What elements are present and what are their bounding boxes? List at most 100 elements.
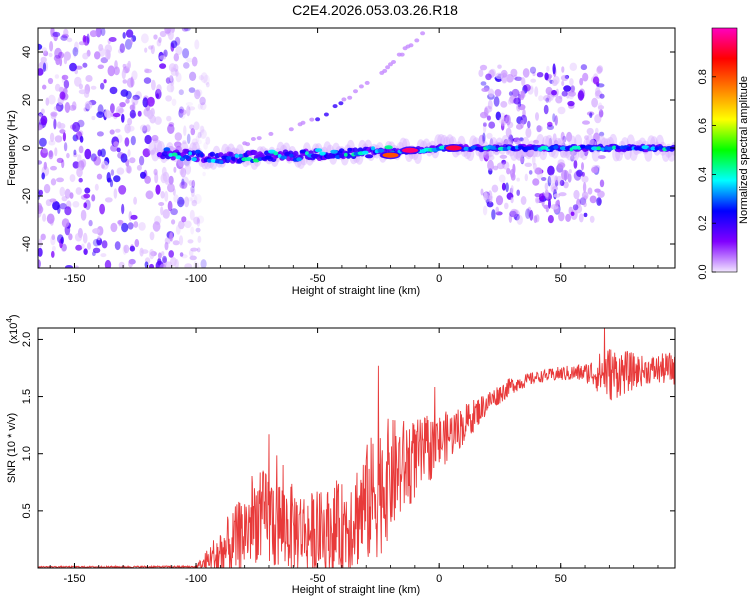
heatmap-blob xyxy=(38,68,44,76)
heatmap-blob xyxy=(596,83,605,88)
heatmap-blob xyxy=(61,74,69,80)
y-tick-label: 2.0 xyxy=(21,332,33,347)
heatmap-blob xyxy=(210,158,217,163)
heatmap-blob xyxy=(92,247,101,254)
heatmap-blob xyxy=(555,200,559,207)
colorbar-tick-label: 0.4 xyxy=(697,167,709,182)
heatmap-blob xyxy=(536,72,544,78)
heatmap-blob xyxy=(502,146,508,151)
heatmap-blob xyxy=(480,188,484,196)
heatmap-blob xyxy=(73,149,77,156)
heatmap-blob xyxy=(482,123,487,133)
heatmap-blob xyxy=(589,112,593,118)
heatmap-blob xyxy=(153,168,158,176)
heatmap-blob xyxy=(178,106,185,114)
heatmap-blob xyxy=(89,30,98,38)
heatmap-blob xyxy=(548,198,551,209)
heatmap-blob xyxy=(534,86,539,97)
heatmap-blob xyxy=(391,60,396,64)
heatmap-blob xyxy=(402,147,418,153)
heatmap-blob xyxy=(58,123,66,129)
heatmap-blob xyxy=(572,204,579,211)
heatmap-blob xyxy=(134,239,140,248)
heatmap-blob xyxy=(161,251,165,256)
y-tick-label: -20 xyxy=(21,188,33,204)
heatmap-blob xyxy=(157,141,165,155)
heatmap-blob xyxy=(92,251,96,257)
heatmap-blob xyxy=(598,109,604,118)
heatmap-blob xyxy=(174,132,182,141)
heatmap-blob xyxy=(196,247,201,253)
heatmap-blob xyxy=(284,151,291,156)
heatmap-blob xyxy=(170,81,174,93)
heatmap-blob xyxy=(535,112,539,121)
heatmap-blob xyxy=(170,208,178,216)
heatmap-blob xyxy=(551,89,557,96)
heatmap-blob xyxy=(130,135,136,146)
heatmap-blob xyxy=(43,50,49,57)
heatmap-blob xyxy=(62,132,66,142)
heatmap-blob xyxy=(58,51,65,59)
heatmap-blob xyxy=(228,151,234,157)
heatmap-blob xyxy=(148,45,154,50)
heatmap-blob xyxy=(128,258,136,265)
heatmap-blob xyxy=(125,90,132,100)
heatmap-blob xyxy=(489,68,496,77)
heatmap-blob xyxy=(124,137,130,147)
heatmap-blob xyxy=(60,35,68,41)
heatmap-blob xyxy=(100,28,106,36)
heatmap-blob xyxy=(52,245,56,252)
heatmap-blob xyxy=(45,97,50,106)
heatmap-blob xyxy=(488,195,493,204)
heatmap-blob xyxy=(332,104,338,109)
heatmap-blob xyxy=(587,187,593,195)
heatmap-blob xyxy=(520,157,525,164)
heatmap-blob xyxy=(596,197,602,206)
heatmap-blob xyxy=(75,244,83,251)
heatmap-blob xyxy=(515,150,523,161)
heatmap-blob xyxy=(110,103,115,114)
heatmap-blob xyxy=(197,235,202,243)
heatmap-blob xyxy=(158,202,165,206)
heatmap-blob xyxy=(534,167,543,175)
heatmap-blob xyxy=(499,154,508,159)
heatmap-blob xyxy=(96,111,104,118)
heatmap-blob xyxy=(143,77,152,84)
heatmap-blob xyxy=(86,33,90,44)
heatmap-blob xyxy=(110,169,115,176)
heatmap-blob xyxy=(554,179,559,187)
heatmap-blob xyxy=(153,34,158,40)
heatmap-blob xyxy=(162,171,170,182)
y-tick-label: 0.5 xyxy=(21,503,33,518)
heatmap-blob xyxy=(130,37,134,45)
heatmap-blob xyxy=(486,132,493,139)
heatmap-blob xyxy=(176,159,184,170)
heatmap-blob xyxy=(536,125,543,132)
heatmap-blob xyxy=(547,175,552,187)
heatmap-blob xyxy=(75,65,83,70)
heatmap-blob xyxy=(528,170,533,175)
heatmap-blob xyxy=(479,136,483,146)
heatmap-blob xyxy=(650,146,656,151)
heatmap-blob xyxy=(164,241,169,251)
heatmap-blob xyxy=(114,60,118,70)
heatmap-blob xyxy=(96,131,104,137)
heatmap-blob xyxy=(149,231,155,241)
heatmap-blob xyxy=(147,96,155,107)
heatmap-blob xyxy=(513,97,521,105)
y-tick-label: 1.0 xyxy=(21,446,33,461)
heatmap-blob xyxy=(42,84,47,90)
heatmap-blob xyxy=(488,121,496,129)
heatmap-blob xyxy=(520,196,527,205)
heatmap-blob xyxy=(168,250,174,258)
heatmap-blob xyxy=(69,62,77,72)
heatmap-blob xyxy=(181,254,188,259)
colorbar-label: Normalized spectral amplitude xyxy=(738,76,750,224)
heatmap-blob xyxy=(178,235,184,246)
heatmap-blob xyxy=(64,102,71,113)
heatmap-blob xyxy=(364,80,370,85)
heatmap-blob xyxy=(299,149,307,154)
heatmap-blob xyxy=(125,63,131,69)
heatmap-blob xyxy=(445,145,462,151)
